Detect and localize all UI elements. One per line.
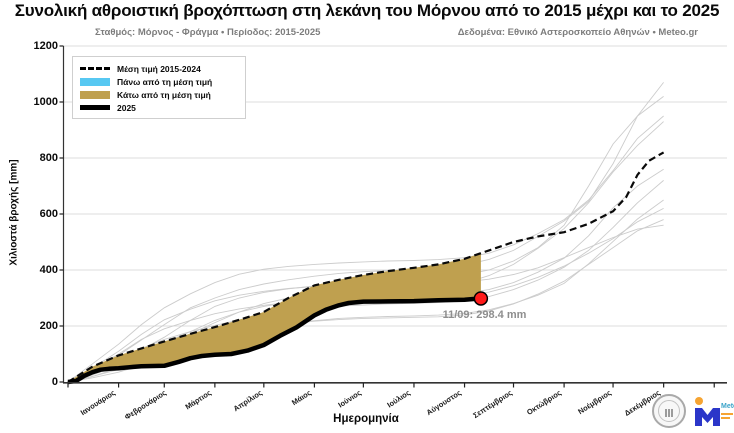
below-mean-fill-area: [68, 253, 481, 382]
legend-label: Κάτω από τη μέση τιμή: [117, 89, 211, 100]
below-mean-fill-swatch: [80, 90, 110, 99]
y-tick-label-0: 0: [51, 375, 58, 388]
y-tick-label-800: 800: [39, 151, 58, 164]
mean-dashed-line-swatch: [80, 67, 110, 70]
y-tick-label-400: 400: [39, 263, 58, 276]
year-2025-line-swatch: [80, 105, 110, 110]
x-axis-label: Ημερομηνία: [333, 413, 399, 425]
line-other-year-4: [67, 121, 664, 383]
legend-item-below-mean: Κάτω από τη μέση τιμή: [80, 88, 238, 101]
observatory-seal-logo: [652, 394, 686, 428]
line-other-year-2: [67, 96, 664, 383]
data-source-subtitle: Δεδομένα: Εθνικό Αστεροσκοπείο Αθηνών • …: [457, 27, 698, 38]
legend-label: Πάνω από τη μέση τιμή: [117, 76, 213, 87]
legend-item-2025: 2025: [80, 101, 238, 114]
y-tick-label-1000: 1000: [33, 95, 58, 108]
legend-label: 2025: [117, 102, 136, 113]
station-subtitle: Σταθμός: Μόρνος - Φράγμα • Περίοδος: 201…: [95, 27, 321, 38]
year-2025-line: [67, 296, 482, 385]
meteo-tagline-bar: [721, 417, 730, 419]
meteo-tagline-bar: [721, 413, 733, 415]
legend-item-above-mean: Πάνω από τη μέση τιμή: [80, 75, 238, 88]
current-value-marker: [473, 291, 489, 306]
y-tick-label-1200: 1200: [33, 39, 58, 52]
y-tick-label-600: 600: [39, 207, 58, 220]
line-other-year-6: [67, 180, 664, 383]
mean-line: [67, 151, 665, 383]
legend-item-mean: Μέση τιμή 2015-2024: [80, 62, 238, 75]
chart-title: Συνολική αθροιστική βροχόπτωση στη λεκάν…: [14, 1, 720, 20]
current-value-annotation: 11/09: 298.4 mm: [442, 309, 527, 321]
y-tick-label-200: 200: [39, 319, 58, 332]
legend: Μέση τιμή 2015-2024 Πάνω από τη μέση τιμ…: [72, 56, 246, 119]
line-other-year-3: [67, 115, 664, 383]
meteo-logo: Meteo: [694, 393, 734, 431]
meteo-m-icon: [695, 397, 720, 426]
legend-label: Μέση τιμή 2015-2024: [117, 63, 201, 74]
meteo-logo-text: Meteo: [721, 403, 734, 410]
line-other-year-1: [67, 82, 664, 383]
observatory-seal-emblem: [658, 400, 680, 422]
above-mean-fill-swatch: [80, 77, 110, 86]
